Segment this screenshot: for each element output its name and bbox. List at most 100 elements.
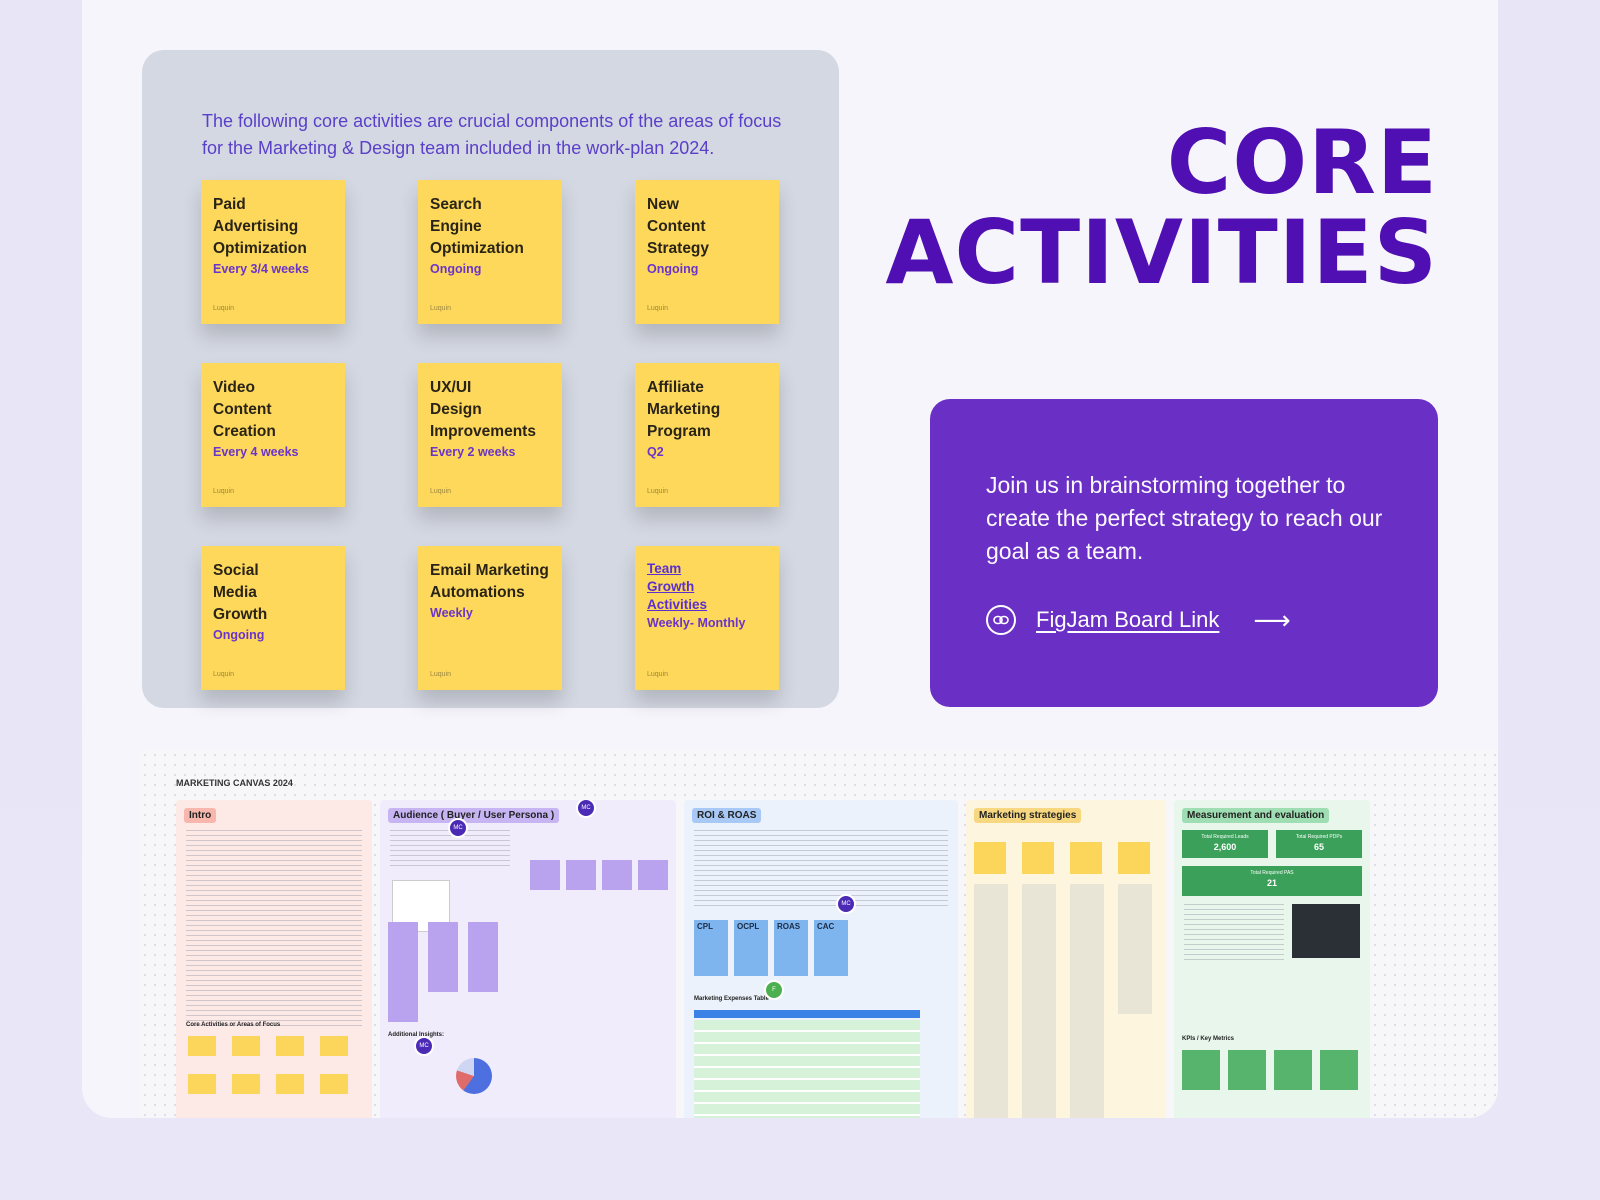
kpi-total-pdps: Total Required PDPs 65 bbox=[1276, 830, 1362, 858]
mini-sticky bbox=[188, 1074, 216, 1094]
note-cadence: Ongoing bbox=[430, 262, 482, 276]
sticky-note-email-marketing[interactable]: Email Marketing Automations Weekly Luqui… bbox=[418, 546, 562, 690]
roi-box-cpl: CPL bbox=[694, 920, 728, 976]
marketing-canvas-preview[interactable]: MARKETING CANVAS 2024 Intro Core Activit… bbox=[140, 750, 1498, 1118]
text-block bbox=[390, 830, 510, 870]
kpi-card bbox=[1274, 1050, 1312, 1090]
flow-column bbox=[974, 884, 1008, 1118]
link-icon bbox=[986, 605, 1016, 635]
page-title-line-1: CORE bbox=[1166, 111, 1438, 214]
canvas-section-roi[interactable]: ROI & ROAS CPL OCPL ROAS CAC Marketing E… bbox=[684, 800, 958, 1118]
canvas-section-intro[interactable]: Intro Core Activities or Areas of Focus bbox=[176, 800, 372, 1118]
sticky-note-team-growth[interactable]: Team Growth Activities Weekly- Monthly L… bbox=[635, 546, 779, 690]
note-cadence: Every 2 weeks bbox=[430, 445, 516, 459]
figjam-board-link[interactable]: FigJam Board Link bbox=[1036, 607, 1220, 632]
roi-box-cac: CAC bbox=[814, 920, 848, 976]
sticky-note-paid-advertising[interactable]: Paid Advertising Optimization Every 3/4 … bbox=[201, 180, 345, 324]
text-block bbox=[694, 830, 948, 910]
kpi-card bbox=[1320, 1050, 1358, 1090]
sticky-note-video-content[interactable]: Video Content Creation Every 4 weeks Luq… bbox=[201, 363, 345, 507]
note-author: Luquin bbox=[430, 488, 452, 495]
mini-sticky bbox=[276, 1074, 304, 1094]
note-title: UX/UI Design Improvements bbox=[430, 379, 536, 440]
intro-subheading: Core Activities or Areas of Focus bbox=[186, 1022, 281, 1028]
note-title-link[interactable]: Team Growth Activities bbox=[647, 561, 708, 612]
page-title-line-2: ACTIVITIES bbox=[885, 201, 1438, 304]
note-title: Paid Advertising Optimization bbox=[213, 196, 307, 257]
mini-sticky bbox=[320, 1074, 348, 1094]
note-title: New Content Strategy bbox=[647, 196, 710, 257]
section-label-roi: ROI & ROAS bbox=[692, 808, 762, 823]
code-snippet bbox=[1292, 904, 1360, 958]
avatar: MC bbox=[414, 1036, 434, 1056]
sticky-note-content-strategy[interactable]: New Content Strategy Ongoing Luquin bbox=[635, 180, 779, 324]
note-cadence: Weekly bbox=[430, 606, 473, 620]
note-title: Social Media Growth bbox=[213, 562, 268, 623]
canvas-section-measurement[interactable]: Measurement and evaluation Total Require… bbox=[1174, 800, 1370, 1118]
persona-tile bbox=[638, 860, 668, 890]
table-header bbox=[694, 1010, 920, 1018]
mini-sticky bbox=[974, 842, 1006, 874]
canvas-section-audience[interactable]: Audience ( Buyer / User Persona ) Additi… bbox=[380, 800, 676, 1118]
kpi-value: 65 bbox=[1313, 842, 1324, 852]
roi-box-ocpl: OCPL bbox=[734, 920, 768, 976]
persona-column bbox=[388, 922, 418, 1022]
kpi-label: Total Required PDPs bbox=[1295, 834, 1343, 840]
sticky-note-affiliate[interactable]: Affiliate Marketing Program Q2 Luquin bbox=[635, 363, 779, 507]
page-title: CORE ACTIVITIES bbox=[885, 118, 1438, 298]
board-intro: The following core activities are crucia… bbox=[202, 111, 782, 158]
section-label-strategies: Marketing strategies bbox=[974, 808, 1082, 823]
kpi-total-pas: Total Required PAS 21 bbox=[1182, 866, 1362, 896]
expenses-table bbox=[694, 1020, 920, 1118]
persona-column bbox=[428, 922, 458, 992]
page-card: The following core activities are crucia… bbox=[82, 0, 1498, 1118]
flow-column bbox=[1118, 884, 1152, 1014]
kpi-subheading: KPIs / Key Metrics bbox=[1182, 1036, 1235, 1042]
note-cadence: Weekly- Monthly bbox=[647, 616, 746, 630]
persona-tile bbox=[530, 860, 560, 890]
note-author: Luquin bbox=[647, 305, 669, 312]
kpi-card bbox=[1228, 1050, 1266, 1090]
cta-card: Join us in brainstorming together to cre… bbox=[930, 399, 1438, 707]
mini-sticky bbox=[320, 1036, 348, 1056]
mini-sticky bbox=[232, 1036, 260, 1056]
mini-sticky bbox=[188, 1036, 216, 1056]
kpi-value: 2,600 bbox=[1213, 842, 1237, 852]
mini-sticky bbox=[1022, 842, 1054, 874]
note-title: Affiliate Marketing Program bbox=[647, 379, 721, 440]
canvas-section-strategies[interactable]: Marketing strategies bbox=[966, 800, 1166, 1118]
flow-column bbox=[1022, 884, 1056, 1118]
avatar: F bbox=[764, 980, 784, 1000]
note-author: Luquin bbox=[213, 488, 235, 495]
figjam-link-row[interactable]: FigJam Board Link ⟶ bbox=[986, 603, 1306, 637]
note-author: Luquin bbox=[213, 305, 235, 312]
section-label-audience: Audience ( Buyer / User Persona ) bbox=[388, 808, 560, 823]
roi-box-roas: ROAS bbox=[774, 920, 808, 976]
section-label-intro: Intro bbox=[184, 808, 217, 823]
avatar: MC bbox=[576, 800, 596, 818]
kpi-card bbox=[1182, 1050, 1220, 1090]
audience-subheading: Additional Insights: bbox=[388, 1032, 444, 1038]
note-cadence: Ongoing bbox=[213, 628, 265, 642]
persona-tile bbox=[566, 860, 596, 890]
cta-text: Join us in brainstorming together to cre… bbox=[986, 472, 1383, 564]
text-block bbox=[186, 830, 362, 1030]
note-author: Luquin bbox=[430, 305, 452, 312]
sticky-note-ux-ui[interactable]: UX/UI Design Improvements Every 2 weeks … bbox=[418, 363, 562, 507]
canvas-title: MARKETING CANVAS 2024 bbox=[176, 778, 293, 788]
sticky-note-social-media[interactable]: Social Media Growth Ongoing Luquin bbox=[201, 546, 345, 690]
note-author: Luquin bbox=[213, 671, 235, 678]
note-author: Luquin bbox=[647, 671, 669, 678]
mini-sticky bbox=[1070, 842, 1102, 874]
note-title: Email Marketing Automations bbox=[430, 562, 549, 601]
sticky-note-seo[interactable]: Search Engine Optimization Ongoing Luqui… bbox=[418, 180, 562, 324]
mini-sticky bbox=[1118, 842, 1150, 874]
mini-sticky bbox=[276, 1036, 304, 1056]
arrow-right-icon[interactable]: ⟶ bbox=[1253, 605, 1291, 635]
avatar: MC bbox=[448, 818, 468, 838]
persona-tile bbox=[602, 860, 632, 890]
mini-sticky bbox=[232, 1074, 260, 1094]
roi-table-title: Marketing Expenses Table bbox=[694, 996, 769, 1002]
sticky-board: The following core activities are crucia… bbox=[142, 50, 839, 708]
note-author: Luquin bbox=[647, 488, 669, 495]
